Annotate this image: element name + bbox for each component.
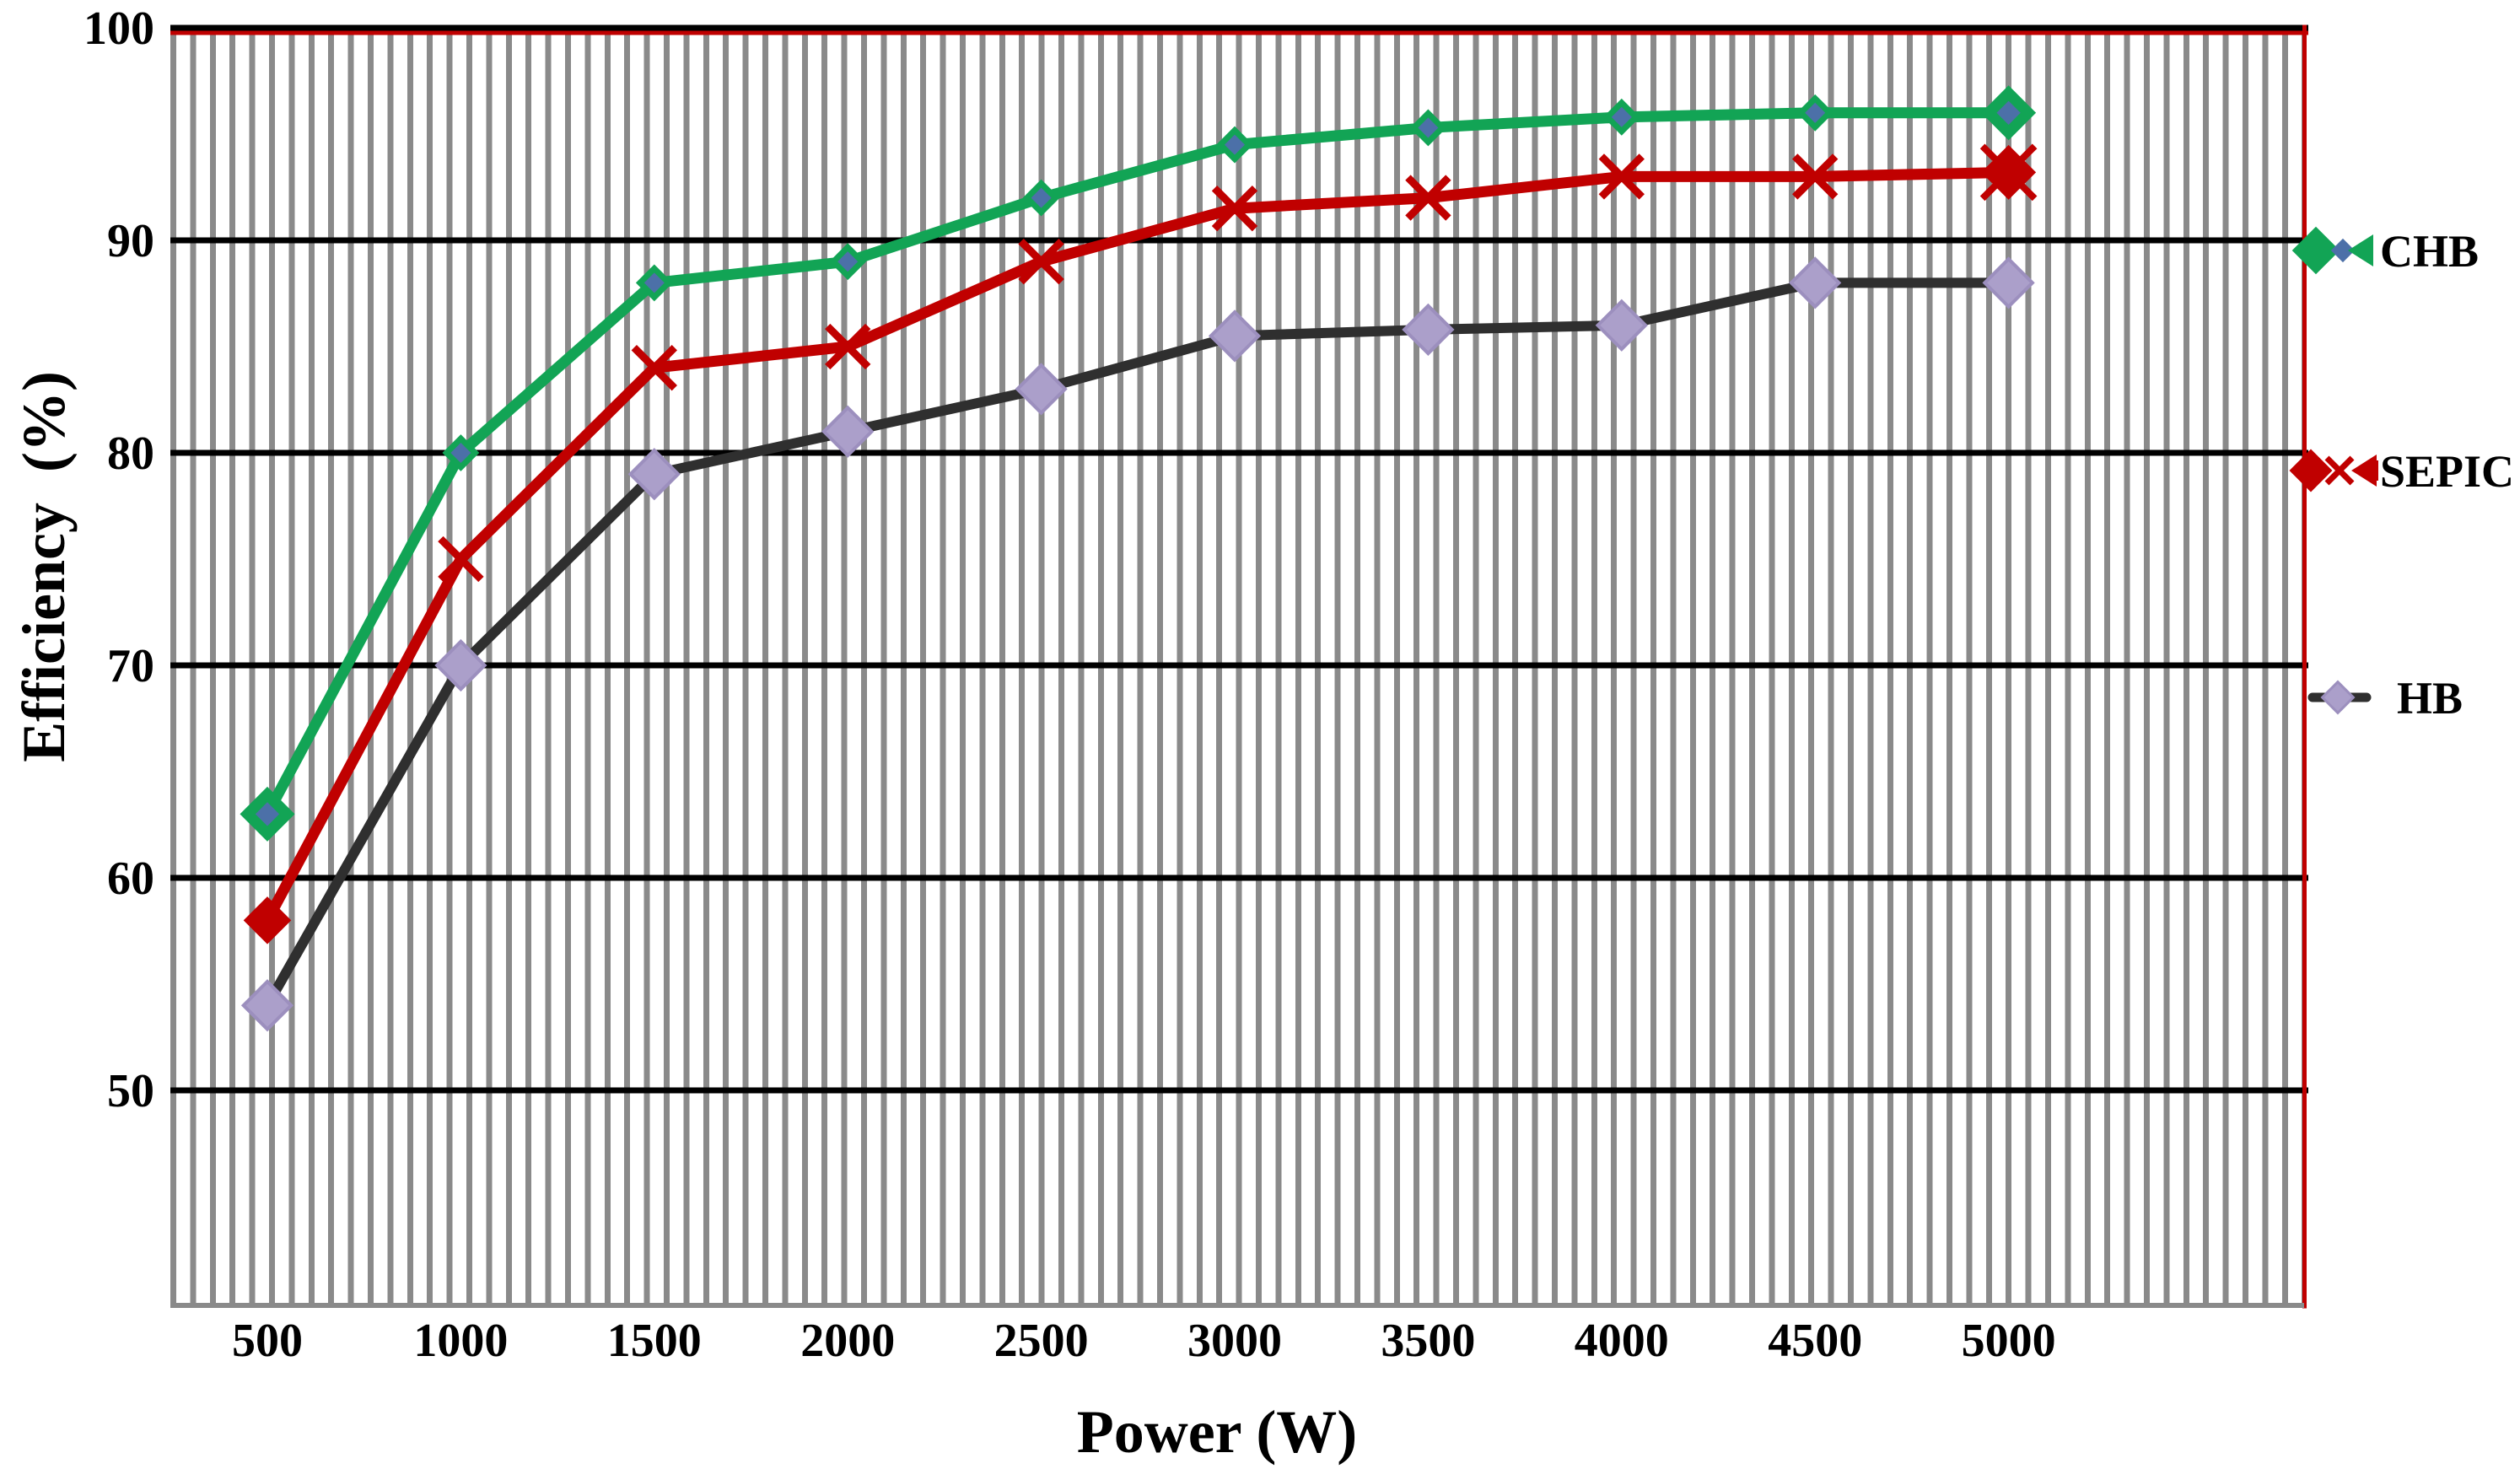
marker-hb-4000 (1595, 299, 1648, 352)
x-tick-label-4000: 4000 (1575, 1315, 1669, 1367)
x-tick-label-5000: 5000 (1962, 1315, 2056, 1367)
series-line-chb (261, 107, 2015, 820)
marker-sepic-4000 (1598, 153, 1645, 200)
marker-sepic-1500 (631, 345, 677, 391)
marker-chb-1000 (442, 434, 480, 471)
marker-hb-3000 (1208, 309, 1262, 363)
gridline-y-90 (170, 237, 2308, 244)
gridline-y-80 (170, 449, 2308, 456)
legend-item-chb-icon (2330, 238, 2356, 263)
y-tick-label-100: 100 (83, 3, 154, 55)
x-tick-label-500: 500 (232, 1315, 303, 1367)
x-tick-label-2000: 2000 (800, 1315, 895, 1367)
marker-hb-2500 (1015, 363, 1068, 416)
legend-item-sepic-label: SEPIC (2380, 446, 2514, 497)
marker-sepic-2500 (1018, 239, 1064, 285)
marker-hb-4500 (1789, 256, 1842, 309)
legend-item-chb-label: CHB (2380, 226, 2479, 277)
x-tick-label-2500: 2500 (994, 1315, 1089, 1367)
marker-chb-4000 (1602, 98, 1640, 136)
marker-chb-5000 (1996, 100, 2021, 125)
y-axis-title: Efficiency (%) (10, 371, 78, 762)
legend-item-sepic-icon (2373, 460, 2378, 481)
marker-hb-500 (240, 979, 294, 1032)
plot-border-right-red (2302, 24, 2307, 1309)
marker-sepic-4500 (1792, 153, 1839, 200)
legend-item-hb-icon (2320, 680, 2356, 715)
y-tick-label-60: 60 (107, 853, 154, 905)
marker-chb-1500 (635, 264, 673, 302)
marker-sepic-2000 (825, 323, 871, 370)
marker-chb-4500 (1796, 94, 1834, 132)
legend-item-hb-label: HB (2397, 673, 2463, 724)
marker-chb-2000 (829, 243, 867, 281)
marker-hb-1500 (627, 448, 681, 501)
y-tick-label-90: 90 (107, 215, 154, 267)
marker-chb-3000 (1216, 126, 1253, 164)
y-tick-label-50: 50 (107, 1065, 154, 1117)
y-tick-label-80: 80 (107, 428, 154, 480)
marker-sepic-3500 (1405, 175, 1451, 221)
marker-sepic-500 (243, 896, 292, 944)
plot-border-top-red (170, 30, 2308, 35)
marker-sepic-5000 (1981, 144, 2037, 200)
marker-chb-500 (255, 802, 280, 826)
series-line-hb (262, 277, 2014, 1011)
series-line-sepic (261, 166, 2015, 926)
marker-hb-5000 (1982, 256, 2035, 309)
marker-sepic-1000 (438, 535, 484, 583)
marker-hb-1000 (434, 638, 487, 692)
x-tick-label-3000: 3000 (1187, 1315, 1282, 1367)
gridline-y-50 (170, 1087, 2308, 1094)
marker-chb-2500 (1022, 179, 1060, 217)
x-tick-label-1000: 1000 (413, 1315, 508, 1367)
y-tick-label-70: 70 (107, 640, 154, 692)
x-tick-label-4500: 4500 (1768, 1315, 1862, 1367)
marker-chb-3500 (1409, 109, 1447, 147)
marker-hb-2000 (821, 405, 875, 458)
x-axis-title: Power (W) (1076, 1398, 1358, 1466)
legend-item-chb-icon (2291, 226, 2340, 275)
legend-item-sepic-icon (2324, 455, 2355, 486)
x-tick-label-3500: 3500 (1381, 1315, 1475, 1367)
x-tick-label-1500: 1500 (607, 1315, 702, 1367)
legend-item-sepic-icon (2351, 455, 2377, 487)
gridline-y-70 (170, 662, 2308, 669)
marker-sepic-3000 (1211, 186, 1258, 232)
x-axis-line (170, 1303, 2304, 1308)
gridline-y-60 (170, 874, 2308, 881)
legend-item-chb-icon (2348, 234, 2373, 266)
gridline-y-100 (170, 24, 2308, 31)
marker-hb-3500 (1402, 303, 1455, 356)
